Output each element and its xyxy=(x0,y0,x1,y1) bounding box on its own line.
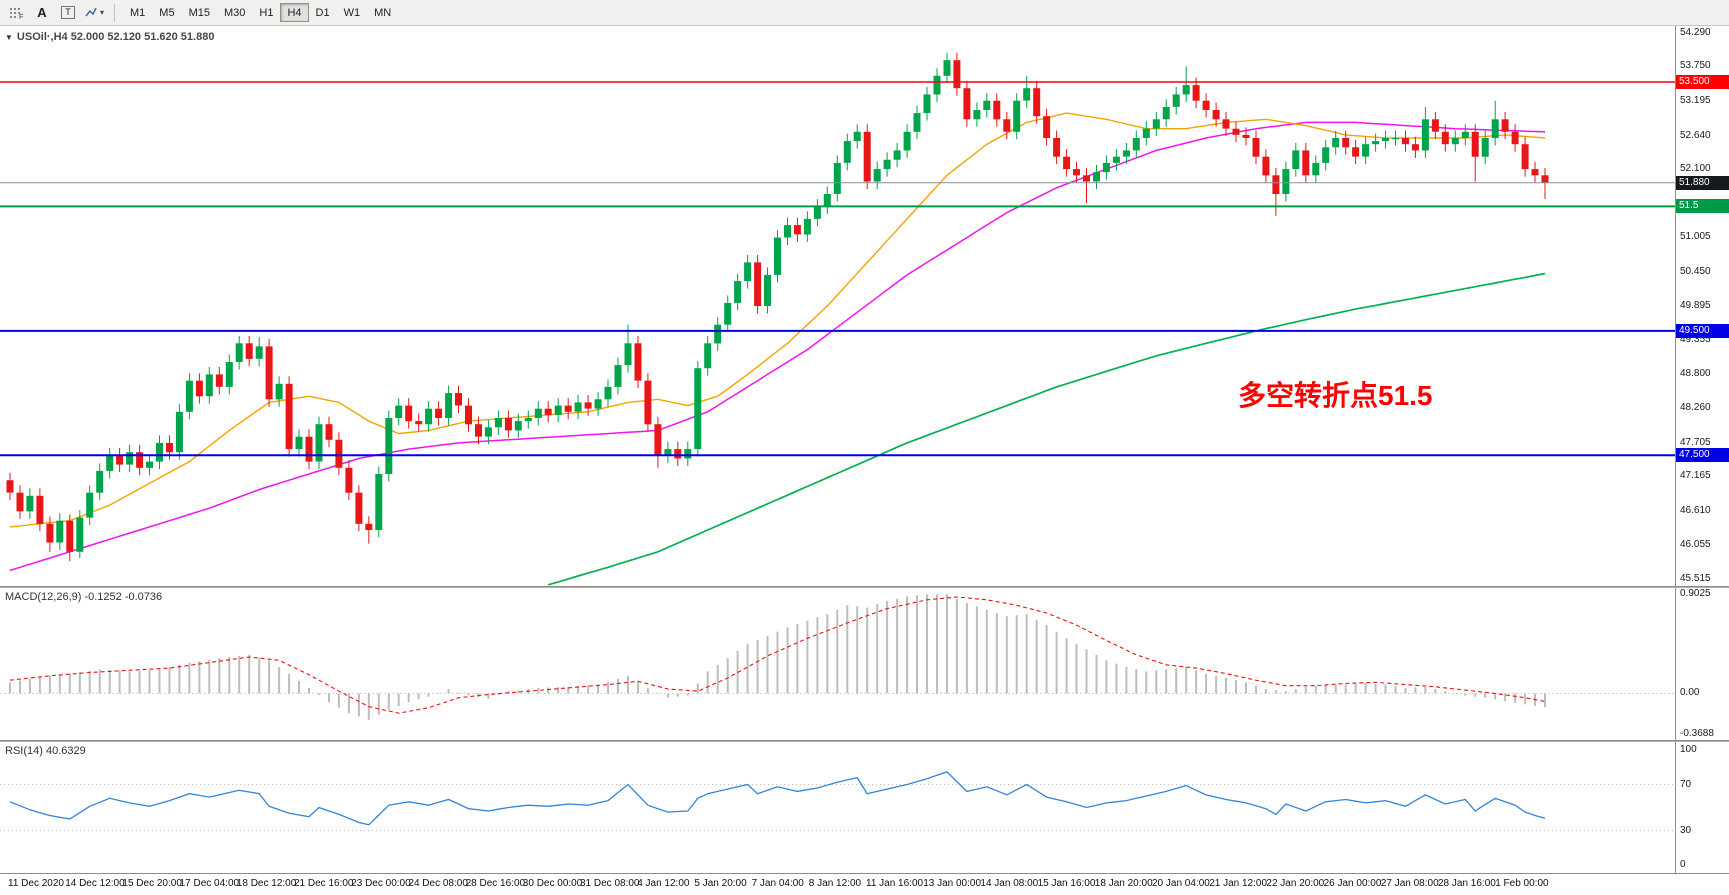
time-label: 7 Jan 04:00 xyxy=(751,878,804,889)
arrow-shape-icon xyxy=(85,7,97,17)
time-label: 27 Jan 08:00 xyxy=(1380,878,1439,889)
time-label: 20 Jan 04:00 xyxy=(1152,878,1210,889)
axis-tick-label: 70 xyxy=(1680,778,1692,790)
macd-plot[interactable]: MACD(12,26,9) -0.1252 -0.0736 xyxy=(0,588,1675,740)
chevron-down-icon: ▾ xyxy=(99,8,104,17)
price-chart-canvas xyxy=(0,52,1675,586)
time-label: 22 Jan 20:00 xyxy=(1266,878,1325,889)
price-badge: 51.880 xyxy=(1676,175,1729,190)
price-axis[interactable]: 54.290 53.750 53.195 52.640 52.100 51.005 50.4… xyxy=(1675,26,1729,586)
annotation-text: 多空转折点51.5 xyxy=(1238,380,1433,411)
time-label: 4 Jan 12:00 xyxy=(637,878,690,889)
panel-splitter[interactable] xyxy=(0,740,1729,742)
timeframe-mn-button[interactable]: MN xyxy=(367,3,398,22)
price-badge: 47.500 xyxy=(1676,448,1729,463)
axis-tick-label: 47.705 xyxy=(1680,436,1711,448)
time-label: 30 Dec 00:00 xyxy=(522,878,583,889)
axis-tick-label: 48.800 xyxy=(1680,368,1711,380)
axis-tick-label: 0 xyxy=(1680,859,1686,870)
axis-tick-label: 53.195 xyxy=(1680,94,1711,106)
timeframe-h4-button[interactable]: H4 xyxy=(280,3,309,22)
text-label-tool-button[interactable]: A xyxy=(30,3,54,23)
price-badge: 49.500 xyxy=(1676,323,1729,338)
timeframe-group: M1 M5 M15 M30 H1 H4 D1 W1 MN xyxy=(123,3,398,22)
axis-tick-label: 50.450 xyxy=(1680,265,1711,277)
macd-chart-canvas xyxy=(0,594,1675,720)
axis-tick-label: 51.005 xyxy=(1680,231,1711,243)
grid-tool-button[interactable]: F xyxy=(4,3,28,23)
price-plot[interactable]: ▼ USOil·,H4 52.000 52.120 51.620 51.880 … xyxy=(0,26,1675,586)
panel-splitter[interactable] xyxy=(0,586,1729,588)
price-badge: 51.5 xyxy=(1676,199,1729,214)
time-label: 28 Jan 16:00 xyxy=(1438,878,1496,889)
timeframe-m1-button[interactable]: M1 xyxy=(123,3,152,22)
axis-tick-label: 0.00 xyxy=(1680,687,1700,699)
axis-tick-label: 53.750 xyxy=(1680,60,1711,72)
axis-tick-label: 0.9025 xyxy=(1680,588,1711,599)
time-axis[interactable]: 11 Dec 2020 14 Dec 12:00 15 Dec 20:00 17 De… xyxy=(0,873,1729,895)
toolbar-separator xyxy=(114,3,115,22)
timeframe-h1-button[interactable]: H1 xyxy=(252,3,280,22)
macd-label: MACD(12,26,9) -0.1252 -0.0736 xyxy=(5,591,163,603)
time-label: 26 Jan 00:00 xyxy=(1323,878,1382,889)
axis-tick-label: -0.3688 xyxy=(1680,728,1714,739)
top-toolbar: F A T ▾ M1 M5 M15 M30 H1 H4 D1 W1 MN xyxy=(0,0,1729,26)
axis-tick-label: 45.515 xyxy=(1680,572,1711,584)
timeframe-m15-button[interactable]: M15 xyxy=(182,3,217,22)
time-label: 13 Jan 00:00 xyxy=(923,878,982,889)
text-tool-button[interactable]: T xyxy=(56,3,80,23)
shapes-tool-button[interactable]: ▾ xyxy=(82,3,106,23)
chart-title-text: USOil·,H4 52.000 52.120 51.620 51.880 xyxy=(16,31,215,43)
time-label: 8 Jan 12:00 xyxy=(808,878,862,889)
time-label: 5 Jan 20:00 xyxy=(694,878,747,889)
timeframe-d1-button[interactable]: D1 xyxy=(309,3,337,22)
axis-tick-label: 47.165 xyxy=(1680,470,1711,482)
text-icon: T xyxy=(61,6,75,19)
rsi-panel: RSI(14) 40.6329 100 70 30 0 xyxy=(0,742,1729,873)
timeframe-m5-button[interactable]: M5 xyxy=(152,3,181,22)
time-label: 1 Feb 00:00 xyxy=(1495,878,1549,889)
macd-panel: MACD(12,26,9) -0.1252 -0.0736 0.9025 0.00… xyxy=(0,588,1729,740)
rsi-label: RSI(14) 40.6329 xyxy=(5,745,86,757)
rsi-axis[interactable]: 100 70 30 0 xyxy=(1675,742,1729,873)
axis-tick-label: 54.290 xyxy=(1680,26,1711,38)
time-label: 17 Dec 04:00 xyxy=(179,878,240,889)
time-label: 11 Dec 2020 xyxy=(8,878,64,889)
axis-tick-label: 30 xyxy=(1680,824,1692,836)
axis-tick-label: 49.895 xyxy=(1680,300,1711,312)
axis-tick-label: 52.640 xyxy=(1680,129,1711,141)
macd-axis[interactable]: 0.9025 0.00 -0.3688 xyxy=(1675,588,1729,740)
axis-tick-label: 46.055 xyxy=(1680,539,1711,551)
time-label: 23 Dec 00:00 xyxy=(351,878,411,889)
price-badge: 53.500 xyxy=(1676,75,1729,89)
axis-tick-label: 49.355 xyxy=(1680,333,1711,345)
axis-tick-label: 48.260 xyxy=(1680,402,1711,414)
time-label: 21 Jan 12:00 xyxy=(1209,878,1268,889)
svg-text:F: F xyxy=(19,14,23,20)
axis-tick-label: 46.610 xyxy=(1680,504,1711,516)
time-label: 28 Dec 16:00 xyxy=(465,878,526,889)
text-label-icon: A xyxy=(37,5,47,20)
time-label: 21 Dec 16:00 xyxy=(294,878,354,889)
timeframe-m30-button[interactable]: M30 xyxy=(217,3,252,22)
rsi-chart-canvas xyxy=(0,771,1675,831)
time-label: 15 Dec 20:00 xyxy=(122,878,182,889)
time-label: 18 Dec 12:00 xyxy=(236,878,297,889)
time-label: 11 Jan 16:00 xyxy=(866,878,924,889)
time-label: 24 Dec 08:00 xyxy=(408,878,468,889)
grid-icon: F xyxy=(9,7,23,20)
time-label: 15 Jan 16:00 xyxy=(1037,878,1096,889)
time-label: 14 Dec 12:00 xyxy=(65,878,125,889)
timeframe-w1-button[interactable]: W1 xyxy=(337,3,368,22)
price-chart-panel: ▼ USOil·,H4 52.000 52.120 51.620 51.880 … xyxy=(0,26,1729,586)
chart-title: ▼ USOil·,H4 52.000 52.120 51.620 51.880 xyxy=(5,31,214,43)
axis-tick-label: 100 xyxy=(1680,744,1697,755)
one-click-trading-toggle[interactable]: ▼ xyxy=(5,32,13,42)
rsi-plot[interactable]: RSI(14) 40.6329 xyxy=(0,742,1675,873)
time-label: 31 Dec 08:00 xyxy=(580,878,640,889)
axis-tick-label: 52.100 xyxy=(1680,163,1711,175)
time-label: 18 Jan 20:00 xyxy=(1094,878,1153,889)
time-label: 14 Jan 08:00 xyxy=(980,878,1039,889)
